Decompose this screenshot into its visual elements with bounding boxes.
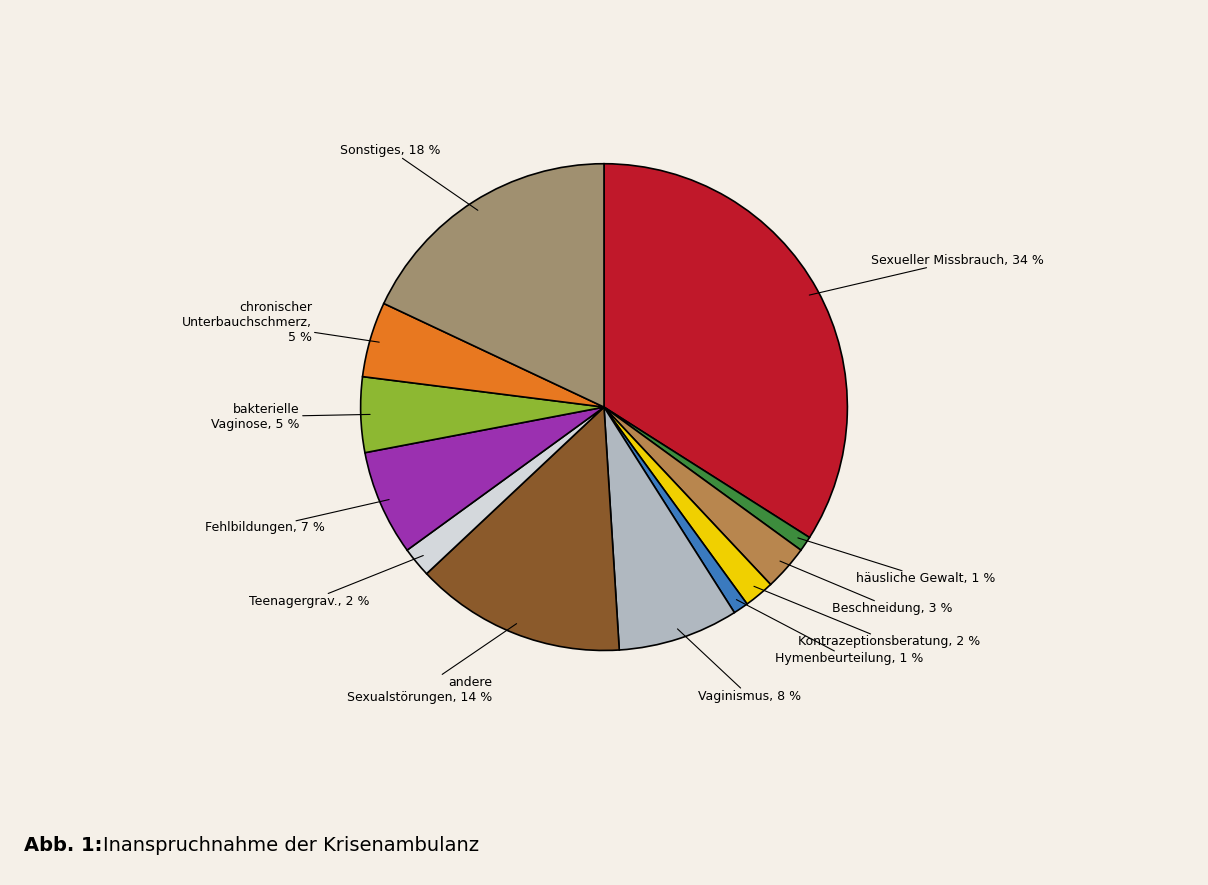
Wedge shape — [384, 164, 604, 407]
Wedge shape — [407, 407, 604, 573]
Text: Fehlbildungen, 7 %: Fehlbildungen, 7 % — [205, 499, 389, 535]
Wedge shape — [365, 407, 604, 550]
Text: Vaginismus, 8 %: Vaginismus, 8 % — [678, 629, 801, 703]
Wedge shape — [604, 407, 771, 604]
Wedge shape — [604, 407, 809, 550]
Text: Hymenbeurteilung, 1 %: Hymenbeurteilung, 1 % — [737, 600, 923, 666]
Text: chronischer
Unterbauchschmerz,
5 %: chronischer Unterbauchschmerz, 5 % — [182, 301, 379, 343]
Wedge shape — [604, 164, 847, 537]
Text: häusliche Gewalt, 1 %: häusliche Gewalt, 1 % — [797, 538, 995, 585]
Text: bakterielle
Vaginose, 5 %: bakterielle Vaginose, 5 % — [211, 403, 370, 431]
Wedge shape — [362, 304, 604, 407]
Text: Abb. 1:: Abb. 1: — [24, 835, 109, 855]
Text: Beschneidung, 3 %: Beschneidung, 3 % — [780, 561, 953, 615]
Text: Kontrazeptionsberatung, 2 %: Kontrazeptionsberatung, 2 % — [754, 586, 980, 648]
Wedge shape — [361, 377, 604, 453]
Wedge shape — [426, 407, 620, 650]
Text: Sexueller Missbrauch, 34 %: Sexueller Missbrauch, 34 % — [809, 254, 1044, 295]
Wedge shape — [604, 407, 747, 612]
Text: Inanspruchnahme der Krisenambulanz: Inanspruchnahme der Krisenambulanz — [103, 835, 478, 855]
Text: Teenagergrav., 2 %: Teenagergrav., 2 % — [249, 556, 423, 607]
Text: andere
Sexualstörungen, 14 %: andere Sexualstörungen, 14 % — [347, 624, 517, 704]
Text: Sonstiges, 18 %: Sonstiges, 18 % — [341, 143, 478, 211]
Wedge shape — [604, 407, 801, 584]
Wedge shape — [604, 407, 734, 650]
